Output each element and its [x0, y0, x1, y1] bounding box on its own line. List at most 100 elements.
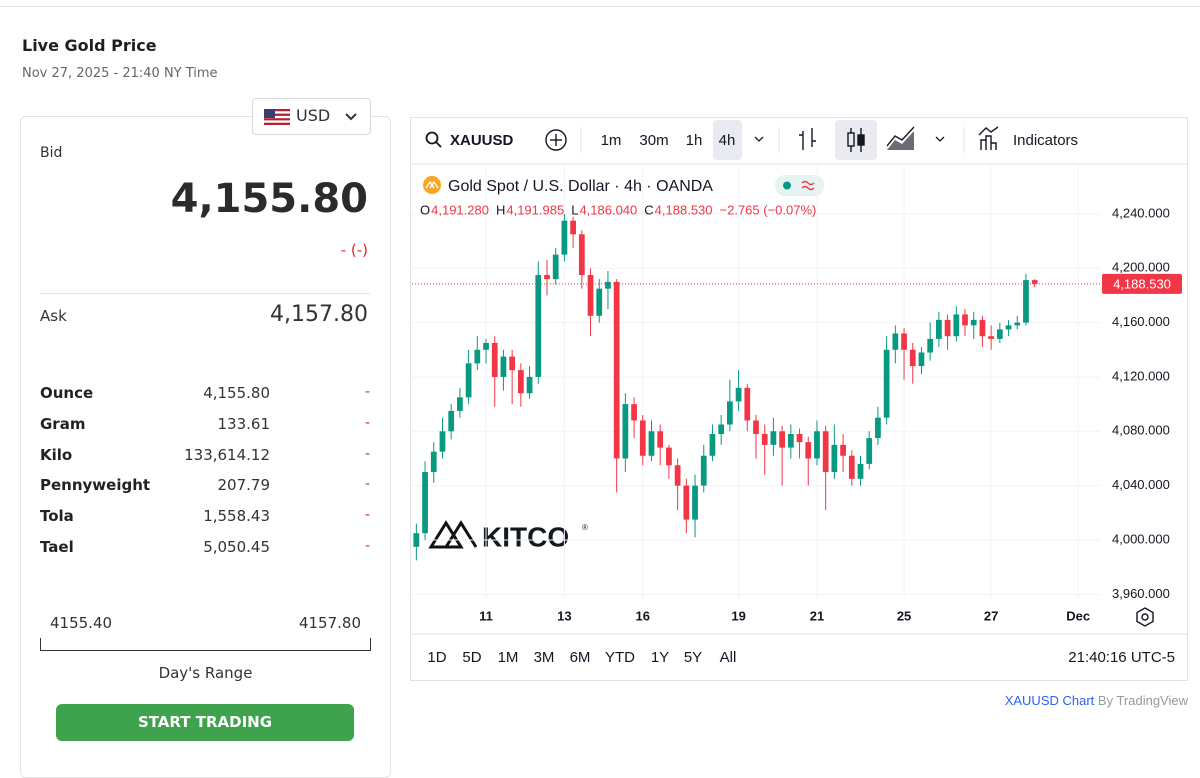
compare-icon[interactable] [545, 129, 567, 151]
candle-body [883, 349, 890, 418]
chevron[interactable] [754, 136, 764, 142]
candle-body [465, 363, 472, 398]
watermark-logo [428, 520, 478, 549]
range-button[interactable]: 6M [570, 649, 591, 666]
candle-body [657, 431, 664, 448]
x-tick-label: 13 [557, 608, 571, 623]
candle-body [831, 444, 838, 473]
unit-name: Gram [40, 414, 86, 433]
candle-body [457, 397, 463, 411]
x-tick-label: 11 [479, 608, 493, 623]
candle-body [787, 434, 794, 448]
currency-select[interactable]: USD [252, 98, 371, 135]
unit-name: Ounce [40, 384, 94, 402]
bid-price: 4,155.80 [170, 176, 368, 222]
last-price-tag [1102, 273, 1182, 294]
candle-body [509, 356, 516, 371]
x-tick-label: Dec [1066, 608, 1090, 623]
unit-price: 133.61 [217, 414, 271, 433]
candle-body [1031, 280, 1038, 284]
candle-body [953, 314, 960, 337]
chart-title: Gold Spot / U.S. Dollar · 4h · OANDA [448, 178, 713, 195]
x-tick-label: 21 [810, 608, 824, 623]
unit-price: 4,155.80 [203, 384, 270, 402]
ask-price: 4,157.80 [270, 302, 368, 327]
candle-body [822, 431, 829, 473]
start-trading-button[interactable]: START TRADING [56, 704, 354, 741]
interval[interactable]: 1h [686, 132, 703, 149]
widget-frame [410, 117, 1188, 681]
y-tick-label: 4,040.000 [1112, 477, 1170, 492]
x-tick-label: 16 [636, 608, 650, 623]
top-rule [0, 6, 1200, 7]
chart-widget: XAUUSD 1m 30m 1h 4h Indicators Gold Spot… [410, 117, 1188, 681]
candle-body [944, 319, 951, 337]
candle-body [796, 434, 803, 443]
ohlc-value: 4,186.040 [579, 202, 637, 217]
range-button[interactable]: 5Y [684, 649, 702, 666]
x-tick-label: 25 [897, 608, 911, 623]
candle-body [622, 404, 629, 459]
y-tick-label: 4,240.000 [1112, 205, 1170, 220]
unit-price: 1,558.43 [203, 507, 270, 526]
market-status-dot [783, 181, 791, 190]
chevron[interactable] [935, 136, 945, 142]
indicators[interactable]: Indicators [1013, 132, 1078, 149]
unit-change: - [364, 538, 370, 554]
candle-body [474, 349, 481, 364]
area-style-icon[interactable] [886, 126, 915, 150]
candle-body [1014, 322, 1021, 326]
active-interval-bg [713, 120, 742, 160]
range-button[interactable]: All [720, 649, 737, 666]
candle-body [988, 336, 995, 339]
page: Live Gold Price Nov 27, 2025 - 21:40 NY … [0, 6, 1200, 778]
range-button[interactable]: 1Y [651, 649, 669, 666]
range-button[interactable]: 3M [534, 649, 555, 666]
candle-body [648, 431, 655, 456]
y-tick-label: 4,160.000 [1112, 314, 1170, 329]
ohlc-key: C [644, 202, 653, 217]
candle-style-icon[interactable] [847, 128, 865, 152]
candle-body [639, 420, 646, 456]
active-style-bg [835, 120, 877, 160]
interval[interactable]: 1m [601, 132, 622, 149]
ohlc-key: H [496, 202, 505, 217]
ohlc-value: 4,188.530 [655, 202, 713, 217]
interval[interactable]: 30m [639, 132, 668, 149]
bar-style-icon[interactable] [799, 128, 816, 150]
attribution: XAUUSD Chart By TradingView [1005, 693, 1188, 708]
candle-body [613, 281, 620, 459]
search-icon[interactable] [425, 131, 442, 148]
settings-icon[interactable] [1136, 607, 1154, 627]
unit-price: 207.79 [217, 476, 271, 495]
y-tick-label: 4,000.000 [1112, 531, 1170, 546]
candle-body [909, 349, 916, 367]
candle-body [779, 431, 786, 448]
unit-name: Pennyweight [40, 476, 151, 495]
candle-body [683, 485, 690, 520]
candle-body [726, 401, 733, 425]
candle-body [962, 314, 968, 326]
range-button[interactable]: YTD [605, 649, 635, 666]
candle-body [666, 447, 672, 466]
range-button[interactable]: 5D [462, 649, 481, 666]
range-button[interactable]: 1D [427, 649, 446, 666]
candle-body [735, 387, 742, 402]
candle-body [552, 254, 559, 280]
chart-link[interactable]: XAUUSD Chart [1004, 693, 1095, 708]
unit-change: - [364, 384, 370, 400]
symbol[interactable]: XAUUSD [450, 132, 514, 149]
range-low: 4155.40 [50, 614, 113, 632]
price-change: −2.765 (−0.07%) [720, 202, 817, 217]
range-label: Day's Range [158, 664, 253, 682]
candle-body [805, 442, 812, 459]
ohlc-key: L [571, 202, 578, 217]
range-button[interactable]: 1M [498, 649, 519, 666]
interval[interactable]: 4h [719, 132, 736, 149]
candle-body [596, 288, 603, 316]
candle-body [892, 333, 899, 350]
x-tick-label: 19 [731, 608, 745, 623]
clock: 21:40:16 UTC-5 [1068, 649, 1175, 666]
indicators-icon[interactable] [978, 126, 999, 150]
candle-body [430, 451, 437, 473]
